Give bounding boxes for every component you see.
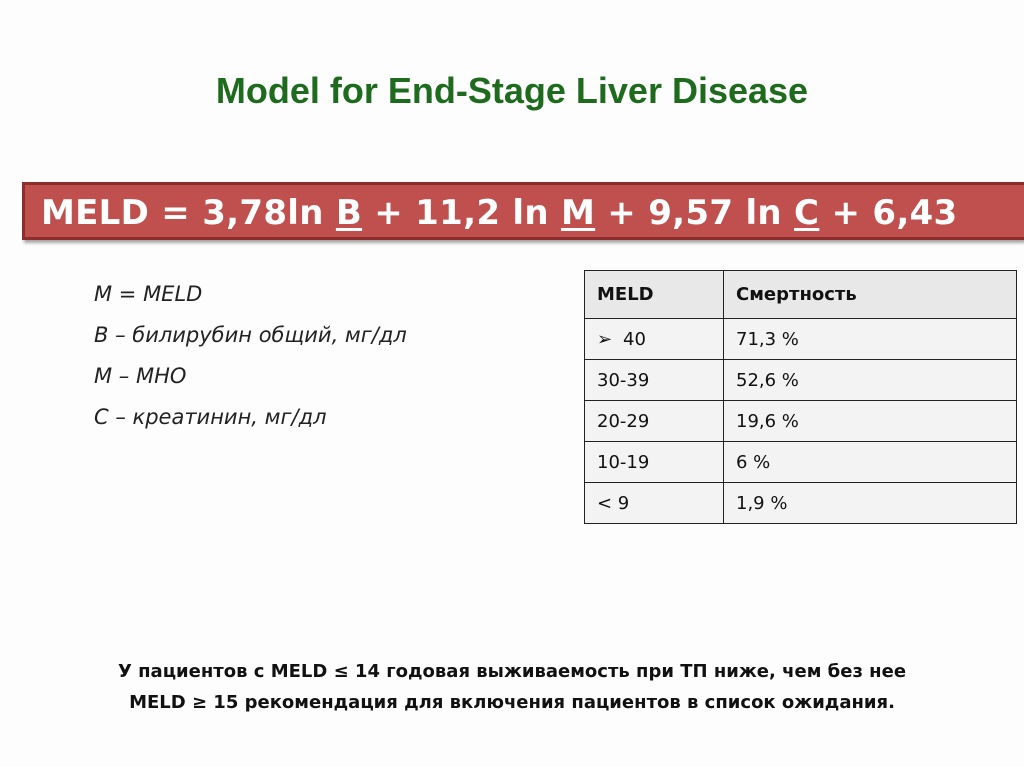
meld-range-cell: < 9 <box>584 482 724 524</box>
legend-item-inr: М – МНО <box>94 364 187 388</box>
variable-legend: M = MELD В – билирубин общий, мг/дл М – … <box>94 278 407 442</box>
formula-var-c: C <box>794 193 820 233</box>
mortality-cell: 19,6 % <box>723 400 1017 442</box>
legend-item-creatinine: С – креатинин, мг/дл <box>94 405 327 429</box>
legend-item-meld: M = MELD <box>94 282 203 306</box>
table-header-row: MELD Смертность <box>584 270 1017 319</box>
meld-range-cell: 30-39 <box>584 359 724 401</box>
table-row: 20-29 19,6 % <box>584 400 1017 442</box>
meld-range-cell: ➢ 40 <box>584 318 724 360</box>
meld-range-value: 40 <box>623 328 646 350</box>
slide-title: Model for End-Stage Liver Disease <box>215 70 809 111</box>
table-row: 30-39 52,6 % <box>584 359 1017 401</box>
formula-mid1: + 11,2 ln <box>362 193 562 233</box>
formula-suffix: + 6,43 <box>819 193 958 233</box>
arrowhead-bullet-icon: ➢ <box>597 328 613 350</box>
meld-formula: MELD = 3,78ln B + 11,2 ln M + 9,57 ln C … <box>41 193 957 233</box>
mortality-cell: 71,3 % <box>723 318 1017 360</box>
mortality-cell: 6 % <box>723 441 1017 483</box>
header-mortality: Смертность <box>723 270 1017 319</box>
table-row: 10-19 6 % <box>584 441 1017 483</box>
survival-note: У пациентов с MELD ≤ 14 годовая выживаем… <box>117 661 907 682</box>
formula-var-b: B <box>335 193 363 233</box>
mortality-cell: 1,9 % <box>723 482 1017 524</box>
formula-banner: MELD = 3,78ln B + 11,2 ln M + 9,57 ln C … <box>22 182 1024 240</box>
formula-var-m: M <box>561 193 596 233</box>
meld-range-cell: 10-19 <box>584 441 724 483</box>
formula-mid2: + 9,57 ln <box>595 193 795 233</box>
header-meld: MELD <box>584 270 724 319</box>
formula-prefix: MELD = 3,78ln <box>41 193 336 233</box>
mortality-cell: 52,6 % <box>723 359 1017 401</box>
listing-recommendation-note: MELD ≥ 15 рекомендация для включения пац… <box>129 692 895 713</box>
legend-item-bilirubin: В – билирубин общий, мг/дл <box>94 323 407 347</box>
table-row: ➢ 40 71,3 % <box>584 318 1017 360</box>
meld-range-cell: 20-29 <box>584 400 724 442</box>
mortality-table: MELD Смертность ➢ 40 71,3 % 30-39 52,6 % … <box>584 270 1017 524</box>
table-row: < 9 1,9 % <box>584 482 1017 524</box>
